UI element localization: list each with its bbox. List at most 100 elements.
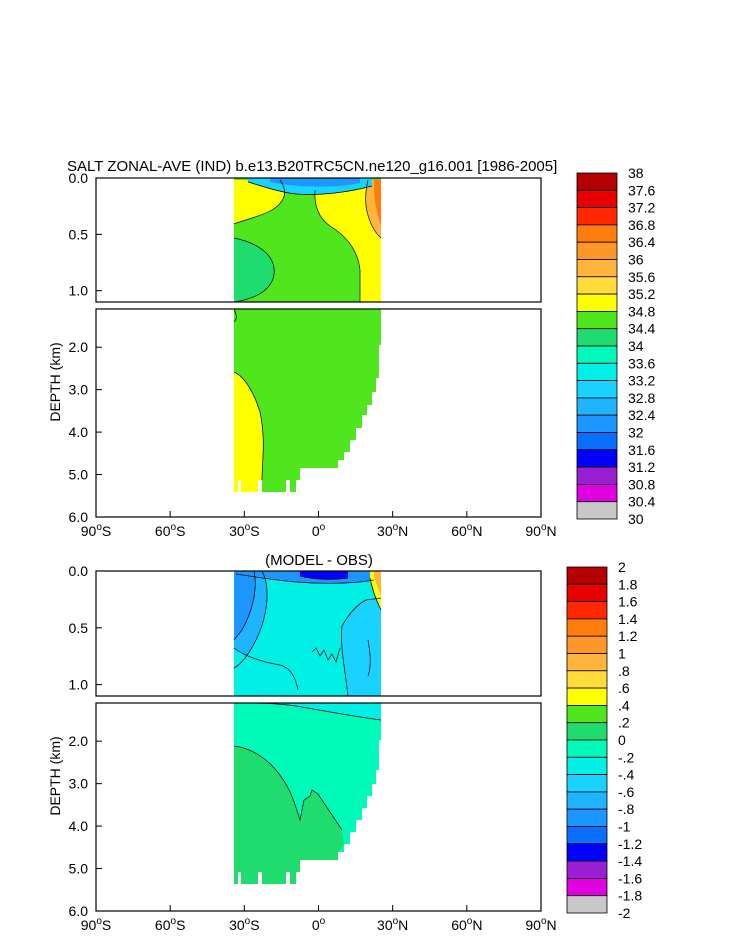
diff-colorbar: 21.81.61.41.21.8.6.4.20-.2-.4-.6-.8-1-1.… <box>566 559 642 921</box>
salt-contours <box>233 179 382 481</box>
diff-colorbar-swatch <box>566 808 608 827</box>
salt-colorbar-swatch <box>576 501 618 520</box>
salt-y-tick-label: 2.0 <box>69 339 89 355</box>
salt-colorbar-label: 33.6 <box>628 355 655 371</box>
diff-colorbar-label: 1.2 <box>618 628 638 644</box>
diff-chart-title: (MODEL - OBS) <box>265 552 373 569</box>
diff-colorbar-swatch <box>566 860 608 879</box>
salt-colorbar-swatch <box>576 224 618 243</box>
salt-field-lobe <box>234 238 275 302</box>
diff-colorbar-label: -1.6 <box>618 870 642 886</box>
diff-colorbar-swatch <box>566 635 608 654</box>
diff-colorbar-swatch <box>566 670 608 689</box>
diff-colorbar-swatch <box>566 895 608 914</box>
salt-colorbar-swatch <box>576 432 618 451</box>
diff-x-tick-label: 0o <box>312 916 326 933</box>
salt-field-east-red <box>374 180 381 226</box>
diff-contour <box>341 625 349 697</box>
salt-y-tick-label: 6.0 <box>69 509 89 525</box>
diff-colorbar-label: -2 <box>618 905 631 921</box>
salt-x-tick-label: 30oN <box>377 522 408 539</box>
salt-y-tick-label: 0.0 <box>69 170 89 186</box>
salt-colorbar-label: 31.2 <box>628 459 655 475</box>
salt-colorbar-swatch <box>576 449 618 468</box>
diff-colorbar-label: .8 <box>618 663 630 679</box>
diff-field-surface-lowest <box>300 571 348 580</box>
salt-x-ticks: 90oS 60oS 30oS 0o 30oN 60oN 90oN <box>81 511 557 539</box>
salt-contour <box>314 189 361 302</box>
salt-field-west-high <box>234 180 285 224</box>
diff-colorbar-label: .4 <box>618 697 630 713</box>
salt-colorbar-swatch <box>576 293 618 312</box>
salt-y-axis-label: DEPTH (km) <box>47 342 63 421</box>
salt-colorbar-swatch <box>576 172 618 191</box>
diff-colorbar-swatch <box>566 791 608 810</box>
diff-y-axis-label: DEPTH (km) <box>47 736 63 815</box>
salt-colorbar-label: 34 <box>628 338 644 354</box>
salt-contour <box>365 179 382 239</box>
diff-colorbar-swatch <box>566 774 608 793</box>
diff-colorbar-swatch <box>566 722 608 741</box>
diff-upper-frame <box>95 570 542 697</box>
diff-contour <box>233 647 299 691</box>
diff-colorbar-label: -.6 <box>618 784 635 800</box>
salt-colorbar-label: 30 <box>628 511 644 527</box>
diff-x-tick-label: 90oS <box>81 916 111 933</box>
diff-colorbar-swatch <box>566 878 608 897</box>
diff-colorbar-swatch <box>566 687 608 706</box>
diff-colorbar-swatch <box>566 705 608 724</box>
salt-colorbar-label: 36.4 <box>628 234 655 250</box>
diff-y-tick-label: 2.0 <box>69 733 89 749</box>
diff-x-ticks: 90oS 60oS 30oS 0o 30oN 60oN 90oN <box>81 905 557 933</box>
diff-contour <box>367 639 371 677</box>
salt-colorbar-swatch <box>576 207 618 226</box>
salt-field-surface-fresher <box>270 178 360 187</box>
diff-colorbar-label: 1.8 <box>618 576 638 592</box>
diff-field-fill <box>234 571 381 884</box>
salt-x-tick-label: 0o <box>312 522 326 539</box>
salt-y-tick-label: 4.0 <box>69 424 89 440</box>
diff-colorbar-label: 1 <box>618 646 626 662</box>
diff-colorbar-swatch <box>566 739 608 758</box>
diff-y-ticks: 0.0 0.5 1.0 2.0 3.0 4.0 5.0 6.0 <box>69 563 102 919</box>
diff-contours <box>233 570 382 831</box>
salt-colorbar-label: 32 <box>628 425 644 441</box>
diff-y-tick-label: 3.0 <box>69 776 89 792</box>
diff-field-west-lower <box>234 571 256 640</box>
diff-colorbar-label: -.2 <box>618 749 635 765</box>
salt-colorbar-label: 30.8 <box>628 476 655 492</box>
diff-colorbar-label: 1.4 <box>618 611 638 627</box>
diff-colorbar-label: -.8 <box>618 801 635 817</box>
diff-contour <box>233 745 343 831</box>
diff-colorbar-swatch <box>566 653 608 672</box>
salt-field-fill <box>234 178 381 492</box>
salt-colorbar-swatch <box>576 466 618 485</box>
salt-upper-frame <box>95 177 542 303</box>
diff-contour <box>341 597 382 627</box>
salt-colorbar-swatch <box>576 345 618 364</box>
salt-contour <box>233 179 285 225</box>
salt-x-tick-label: 60oN <box>451 522 482 539</box>
diff-contour <box>235 573 375 584</box>
diff-field-east-low <box>341 598 381 696</box>
diff-colorbar-label: -1.8 <box>618 888 642 904</box>
salt-y-tick-label: 5.0 <box>69 467 89 483</box>
diff-field-east-higher <box>374 571 381 596</box>
salt-colorbar-label: 32.8 <box>628 390 655 406</box>
diff-y-tick-label: 1.0 <box>69 677 89 693</box>
diff-contour <box>369 577 382 611</box>
diff-colorbar-label: -1.2 <box>618 836 642 852</box>
diff-colorbar-swatch <box>566 843 608 862</box>
diff-y-tick-label: 6.0 <box>69 903 89 919</box>
salt-colorbar-label: 32.4 <box>628 407 655 423</box>
salt-contour <box>233 371 264 481</box>
salt-colorbar-label: 37.2 <box>628 200 655 216</box>
diff-panel: (MODEL - OBS) <box>47 552 642 933</box>
salt-y-ticks: 0.0 0.5 1.0 2.0 3.0 4.0 5.0 6.0 <box>69 170 102 525</box>
salt-colorbar-label: 35.6 <box>628 269 655 285</box>
diff-colorbar-label: .6 <box>618 680 630 696</box>
salt-colorbar-swatch <box>576 259 618 278</box>
salt-colorbar-label: 34.8 <box>628 303 655 319</box>
salt-colorbar-swatch <box>576 189 618 209</box>
diff-field-mid <box>234 648 300 696</box>
